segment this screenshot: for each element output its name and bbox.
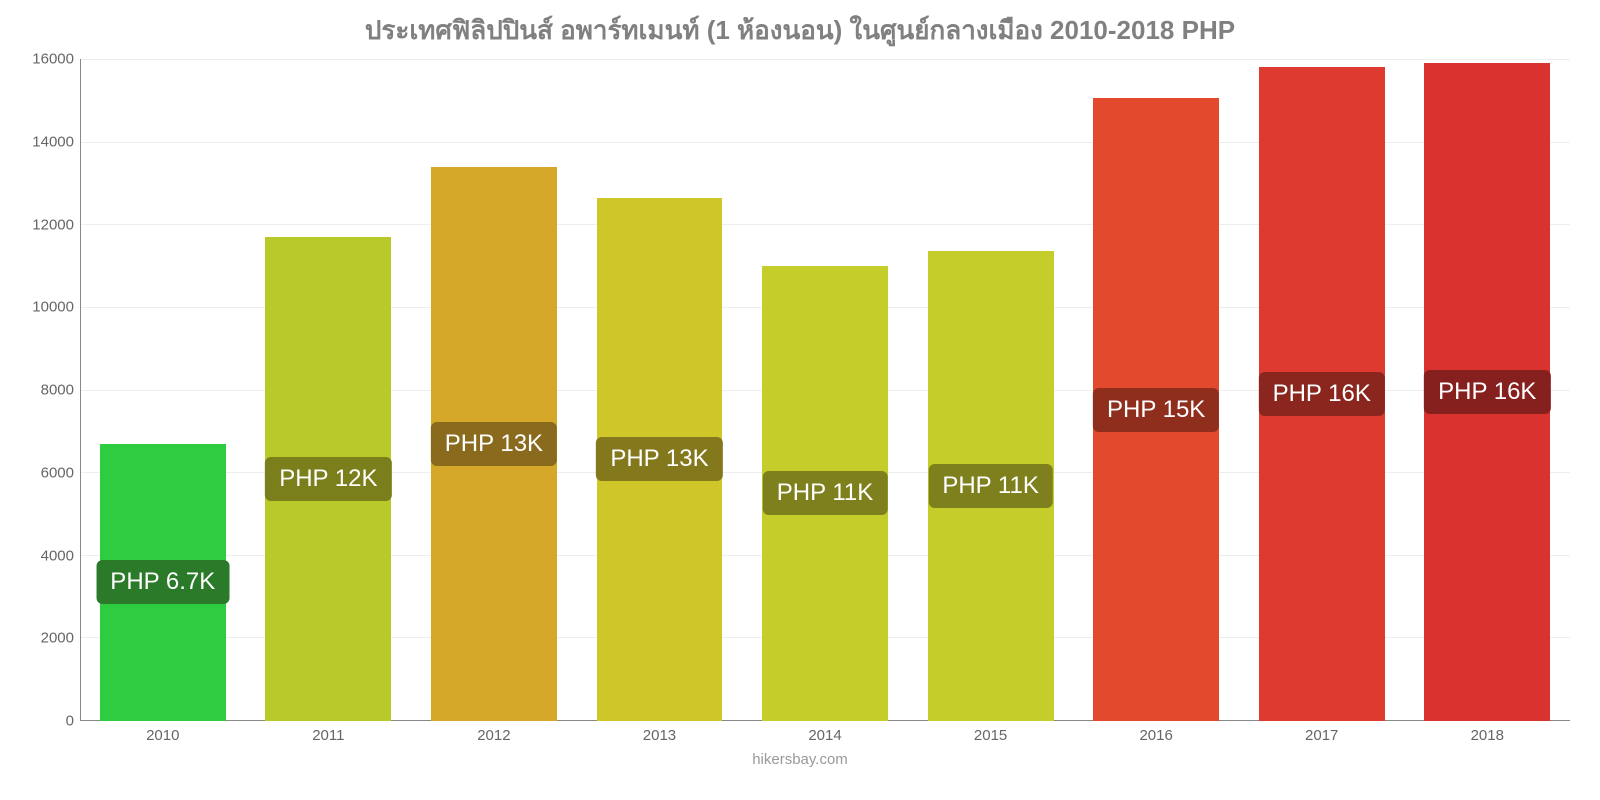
plot-area: 0200040006000800010000120001400016000 PH…	[20, 59, 1580, 749]
x-tick: 2014	[742, 721, 908, 749]
bar-slot: PHP 11K	[908, 59, 1074, 721]
y-tick: 4000	[41, 547, 74, 564]
bar-value-label: PHP 16K	[1259, 372, 1385, 416]
bar-slot: PHP 16K	[1239, 59, 1405, 721]
bar-value-label: PHP 13K	[596, 437, 722, 481]
bar-value-label: PHP 16K	[1424, 370, 1550, 414]
bar: PHP 16K	[1424, 63, 1550, 721]
x-tick: 2012	[411, 721, 577, 749]
bar-slot: PHP 12K	[246, 59, 412, 721]
bar: PHP 12K	[265, 237, 391, 721]
bar-slot: PHP 15K	[1073, 59, 1239, 721]
chart-container: ประเทศฟิลิปปินส์ อพาร์ทเมนท์ (1 ห้องนอน)…	[0, 0, 1600, 800]
y-tick: 8000	[41, 382, 74, 399]
y-tick: 2000	[41, 630, 74, 647]
bar: PHP 6.7K	[100, 444, 226, 721]
bar-value-label: PHP 12K	[265, 457, 391, 501]
bar-slot: PHP 13K	[411, 59, 577, 721]
y-tick: 16000	[32, 51, 74, 68]
x-tick: 2018	[1405, 721, 1571, 749]
y-axis: 0200040006000800010000120001400016000	[20, 59, 80, 721]
bar-value-label: PHP 13K	[431, 422, 557, 466]
x-tick: 2016	[1073, 721, 1239, 749]
x-axis: 201020112012201320142015201620172018	[80, 721, 1570, 749]
y-tick: 14000	[32, 133, 74, 150]
bar-value-label: PHP 15K	[1093, 388, 1219, 432]
bar-slot: PHP 16K	[1405, 59, 1571, 721]
bar: PHP 15K	[1093, 98, 1219, 721]
bar: PHP 16K	[1259, 67, 1385, 721]
y-tick: 0	[66, 713, 74, 730]
bar: PHP 11K	[762, 266, 888, 721]
bars-group: PHP 6.7K PHP 12K PHP 13K PHP 13K PHP 11K PHP …	[80, 59, 1570, 721]
bar-slot: PHP 13K	[577, 59, 743, 721]
bar: PHP 13K	[597, 198, 723, 721]
chart-footer: hikersbay.com	[20, 751, 1580, 768]
y-tick: 6000	[41, 464, 74, 481]
x-tick: 2015	[908, 721, 1074, 749]
x-tick: 2010	[80, 721, 246, 749]
y-tick: 12000	[32, 216, 74, 233]
bar-slot: PHP 11K	[742, 59, 908, 721]
bar: PHP 11K	[928, 251, 1054, 721]
bar-value-label: PHP 11K	[763, 471, 888, 515]
bar: PHP 13K	[431, 167, 557, 721]
bar-value-label: PHP 6.7K	[96, 560, 229, 604]
y-tick: 10000	[32, 299, 74, 316]
x-tick: 2013	[577, 721, 743, 749]
bar-value-label: PHP 11K	[928, 464, 1053, 508]
chart-title: ประเทศฟิลิปปินส์ อพาร์ทเมนท์ (1 ห้องนอน)…	[20, 10, 1580, 51]
x-tick: 2011	[246, 721, 412, 749]
bar-slot: PHP 6.7K	[80, 59, 246, 721]
x-tick: 2017	[1239, 721, 1405, 749]
